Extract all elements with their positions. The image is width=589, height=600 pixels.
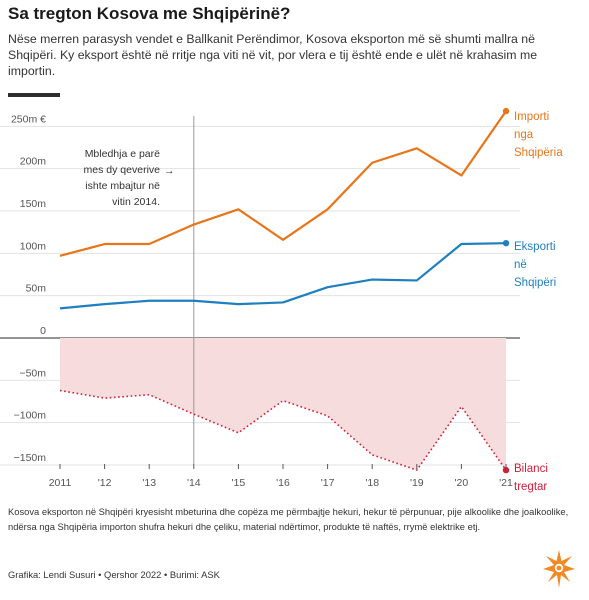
title-rule xyxy=(8,93,60,97)
chart-title: Sa tregton Kosova me Shqipërinë? xyxy=(8,4,291,23)
x-tick-label: '19 xyxy=(410,477,424,489)
series-labels: Importi nga Shqipëria Eksporti në Shqipëri Bil… xyxy=(514,111,563,493)
x-tick-label: '15 xyxy=(232,477,246,489)
annotation-text: ishte mbajtur në xyxy=(85,180,160,192)
data-point xyxy=(502,239,510,247)
line-chart: Mbledhja e parë mes dy qeverive ishte mbaj… xyxy=(0,107,563,493)
x-tick-label: '12 xyxy=(98,477,112,489)
y-tick-label: −100m xyxy=(14,410,47,422)
series-label: Eksporti xyxy=(514,241,556,253)
y-tick-label: 0 xyxy=(40,325,46,337)
x-tick-label: '21 xyxy=(499,477,513,489)
x-tick-label: '18 xyxy=(365,477,379,489)
balance-area xyxy=(60,338,506,471)
y-tick-label: 200m xyxy=(20,156,47,168)
rfe-rl-burst-icon xyxy=(543,550,575,588)
series-label: tregtar xyxy=(514,481,547,493)
balance-fill xyxy=(60,338,506,471)
credit-line: Grafika: Lendi Susuri • Qershor 2022 • B… xyxy=(8,569,220,580)
annotation: Mbledhja e parë mes dy qeverive ishte mbaj… xyxy=(84,116,195,464)
series-label: Shqipëria xyxy=(514,147,563,159)
data-point xyxy=(502,466,510,474)
y-tick-label: −50m xyxy=(19,367,46,379)
y-axis-ticks: 250m € 200m 150m 100m 50m 0 −50m −100m −150m xyxy=(11,113,46,464)
x-tick-label: '14 xyxy=(187,477,201,489)
annotation-text: Mbledhja e parë xyxy=(85,148,160,160)
x-tick-label: 2011 xyxy=(49,477,72,489)
x-axis-ticks: 2011 '12 '13 '14 '15 '16 '17 '18 '19 '20 '21 xyxy=(49,464,513,489)
x-tick-label: '17 xyxy=(321,477,335,489)
y-tick-label: 250m € xyxy=(11,113,46,125)
footnote: Kosova eksporton në Shqipëri kryesisht m… xyxy=(8,506,569,532)
x-tick-label: '13 xyxy=(142,477,156,489)
data-point xyxy=(502,107,510,115)
series-line xyxy=(59,389,507,471)
annotation-text: vitin 2014. xyxy=(112,196,160,208)
series-lines xyxy=(59,107,510,474)
x-tick-label: '16 xyxy=(276,477,290,489)
y-tick-label: 100m xyxy=(20,240,47,252)
series-label: nga xyxy=(514,129,534,141)
x-tick-label: '20 xyxy=(455,477,469,489)
y-tick-label: 150m xyxy=(20,198,47,210)
y-tick-label: −150m xyxy=(14,452,47,464)
annotation-arrow: → xyxy=(164,165,175,177)
series-label: në xyxy=(514,259,527,271)
series-label: Importi xyxy=(514,111,549,123)
y-tick-label: 50m xyxy=(26,283,47,295)
annotation-text: mes dy qeverive xyxy=(84,164,161,176)
series-label: Shqipëri xyxy=(514,277,556,289)
chart-subtitle: Nëse merren parasysh vendet e Ballkanit … xyxy=(8,32,538,78)
series-label: Bilanci xyxy=(514,463,548,475)
